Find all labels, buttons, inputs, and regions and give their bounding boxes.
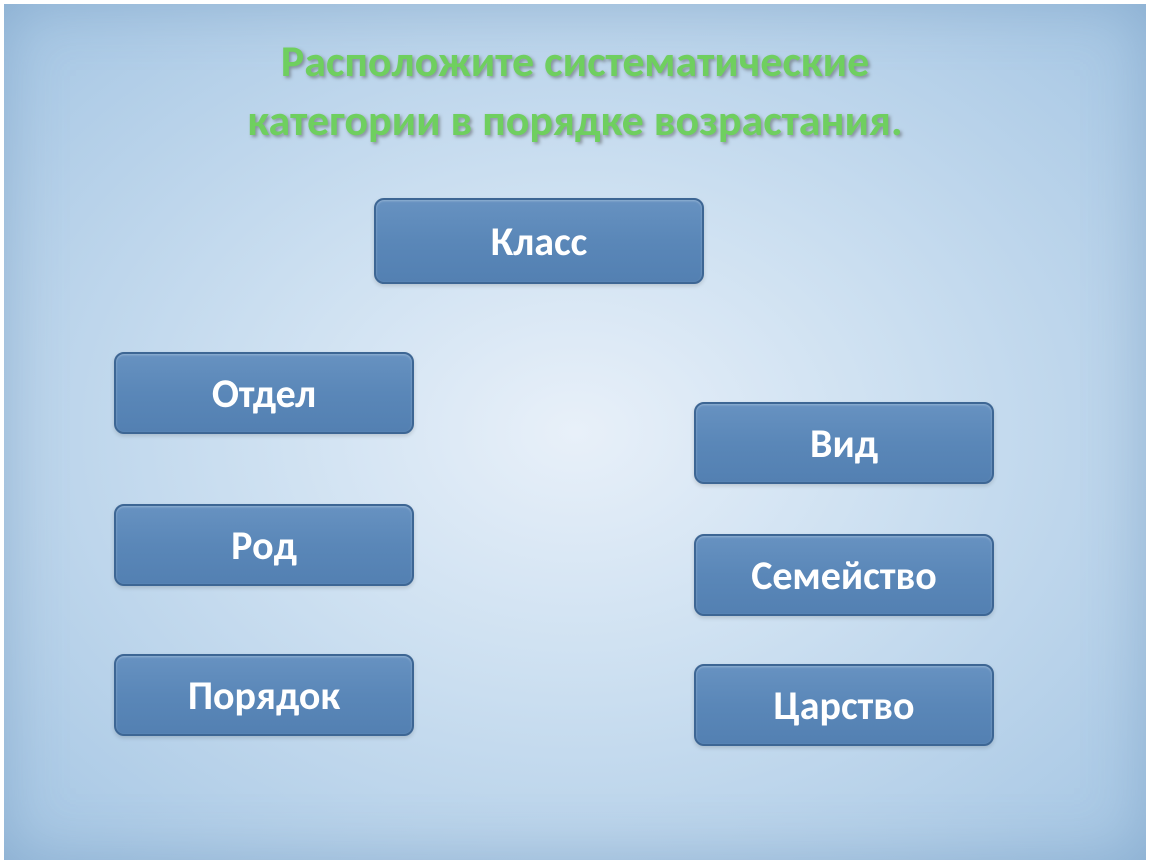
title-line-1: Расположите систематические (281, 34, 869, 88)
box-rod[interactable]: Род (114, 504, 414, 586)
box-label: Род (231, 521, 297, 570)
title-line-2: категории в порядке возрастания. (247, 93, 902, 147)
slide: Расположите систематические категории в … (0, 0, 1150, 864)
box-class[interactable]: Класс (374, 198, 704, 284)
box-label: Царство (773, 681, 914, 730)
box-family[interactable]: Семейство (694, 534, 994, 616)
box-order[interactable]: Порядок (114, 654, 414, 736)
box-label: Порядок (188, 671, 340, 720)
box-label: Отдел (212, 369, 316, 418)
slide-title: Расположите систематические категории в … (4, 32, 1146, 151)
box-label: Класс (491, 217, 588, 266)
box-vid[interactable]: Вид (694, 402, 994, 484)
box-label: Семейство (751, 551, 937, 600)
box-kingdom[interactable]: Царство (694, 664, 994, 746)
box-otdel[interactable]: Отдел (114, 352, 414, 434)
box-label: Вид (810, 419, 878, 468)
